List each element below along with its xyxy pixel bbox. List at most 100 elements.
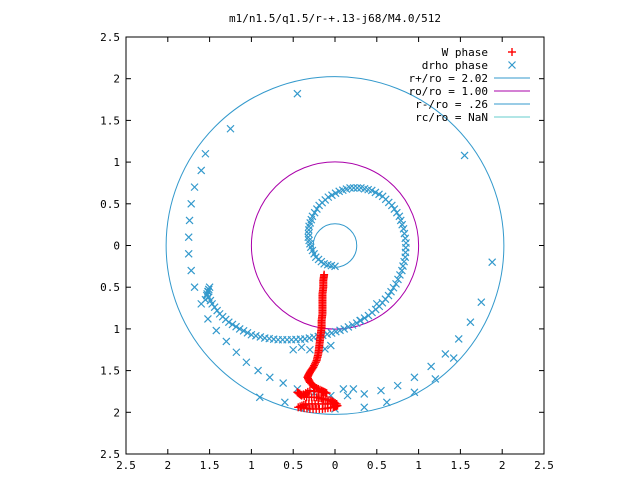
drho-point: [197, 166, 206, 175]
drho-point: [247, 330, 256, 339]
drho-point: [397, 266, 406, 275]
drho-point: [377, 386, 385, 395]
drho-point: [349, 385, 358, 393]
drho-point: [508, 61, 516, 69]
drho-point: [197, 299, 206, 308]
drho-point: [242, 358, 251, 367]
drho-point: [356, 316, 365, 325]
y-tick-label: 2: [113, 406, 120, 419]
drho-point: [201, 149, 210, 158]
drho-point: [254, 366, 263, 375]
x-tick-label: 1.5: [450, 459, 470, 472]
x-tick-label: 0: [332, 459, 339, 472]
drho-point: [394, 275, 402, 284]
w-point: [301, 399, 310, 408]
drho-point: [398, 220, 407, 229]
y-tick-label: 1.5: [100, 114, 120, 127]
drho-point: [243, 328, 252, 337]
drho-point: [339, 385, 348, 393]
drho-point: [190, 283, 199, 292]
drho-point: [336, 326, 344, 335]
drho-point: [204, 314, 212, 323]
chart-title: m1/n1.5/q1.5/r-+.13-j68/M4.0/512: [229, 12, 441, 25]
drho-point: [393, 381, 402, 390]
drho-point: [349, 184, 358, 192]
drho-point: [308, 212, 317, 221]
drho-point: [400, 257, 409, 266]
drho-point: [427, 362, 436, 371]
drho-point: [297, 343, 306, 352]
y-tick-label: 0.5: [100, 198, 120, 211]
drho-point: [184, 233, 193, 242]
drho-point: [304, 229, 313, 238]
drho-point: [239, 326, 248, 335]
drho-point: [395, 212, 404, 221]
w-point: [508, 48, 516, 56]
drho-point: [232, 322, 240, 331]
drho-point: [190, 183, 199, 192]
drho-point: [184, 249, 193, 258]
drho-point: [226, 124, 235, 133]
drho-point: [185, 216, 194, 225]
drho-point: [431, 375, 440, 383]
drho-point: [222, 337, 231, 346]
y-tick-label: 1: [113, 323, 120, 336]
drho-point: [326, 341, 335, 350]
legend-label: drho phase: [422, 59, 488, 72]
drho-point: [203, 289, 212, 298]
drho-point: [353, 184, 362, 192]
drho-point: [396, 271, 404, 279]
legend-label: r+/ro = 2.02: [409, 72, 488, 85]
drho-point: [364, 311, 373, 320]
drho-point: [410, 388, 419, 397]
drho-point: [232, 348, 241, 357]
x-tick-label: 1: [248, 459, 255, 472]
drho-point: [327, 329, 336, 337]
x-tick-label: 2.5: [116, 459, 136, 472]
drho-point: [344, 323, 353, 331]
drho-point: [343, 391, 352, 400]
x-tick-label: 0.5: [283, 459, 303, 472]
x-tick-label: 1: [415, 459, 422, 472]
drho-point: [387, 287, 395, 296]
drho-point: [324, 193, 333, 202]
y-tick-label: 1: [113, 156, 120, 169]
drho-point: [392, 208, 401, 217]
drho-point: [289, 345, 298, 354]
drho-point: [392, 279, 400, 288]
drho-point: [280, 398, 289, 407]
drho-point: [328, 191, 336, 200]
y-tick-label: 2.5: [100, 31, 120, 44]
drho-point: [305, 345, 314, 354]
y-tick-label: 1.5: [100, 365, 120, 378]
drho-point: [212, 326, 221, 335]
drho-point: [256, 333, 265, 341]
drho-point: [187, 199, 196, 208]
x-tick-label: 2: [164, 459, 171, 472]
x-tick-label: 2: [499, 459, 506, 472]
drho-point: [389, 283, 398, 292]
drho-point: [360, 314, 369, 322]
legend-label: rc/ro = NaN: [415, 111, 488, 124]
drho-point: [390, 205, 399, 214]
w-point: [333, 401, 342, 410]
y-tick-label: 0: [113, 240, 120, 253]
drho-point: [204, 285, 213, 294]
drho-point: [260, 334, 269, 342]
drho-point: [371, 188, 380, 197]
y-tick-label: 2: [113, 73, 120, 86]
legend-label: ro/ro = 1.00: [409, 85, 488, 98]
drho-point: [310, 208, 319, 217]
drho-point: [255, 393, 264, 402]
legend-label: W phase: [442, 46, 488, 59]
drho-point: [187, 266, 196, 275]
drho-point: [331, 189, 340, 198]
drho-point: [396, 216, 405, 225]
drho-point: [205, 283, 214, 292]
drho-point: [228, 320, 237, 329]
x-tick-label: 2.5: [534, 459, 554, 472]
drho-point: [466, 318, 475, 327]
drho-point: [375, 190, 383, 199]
